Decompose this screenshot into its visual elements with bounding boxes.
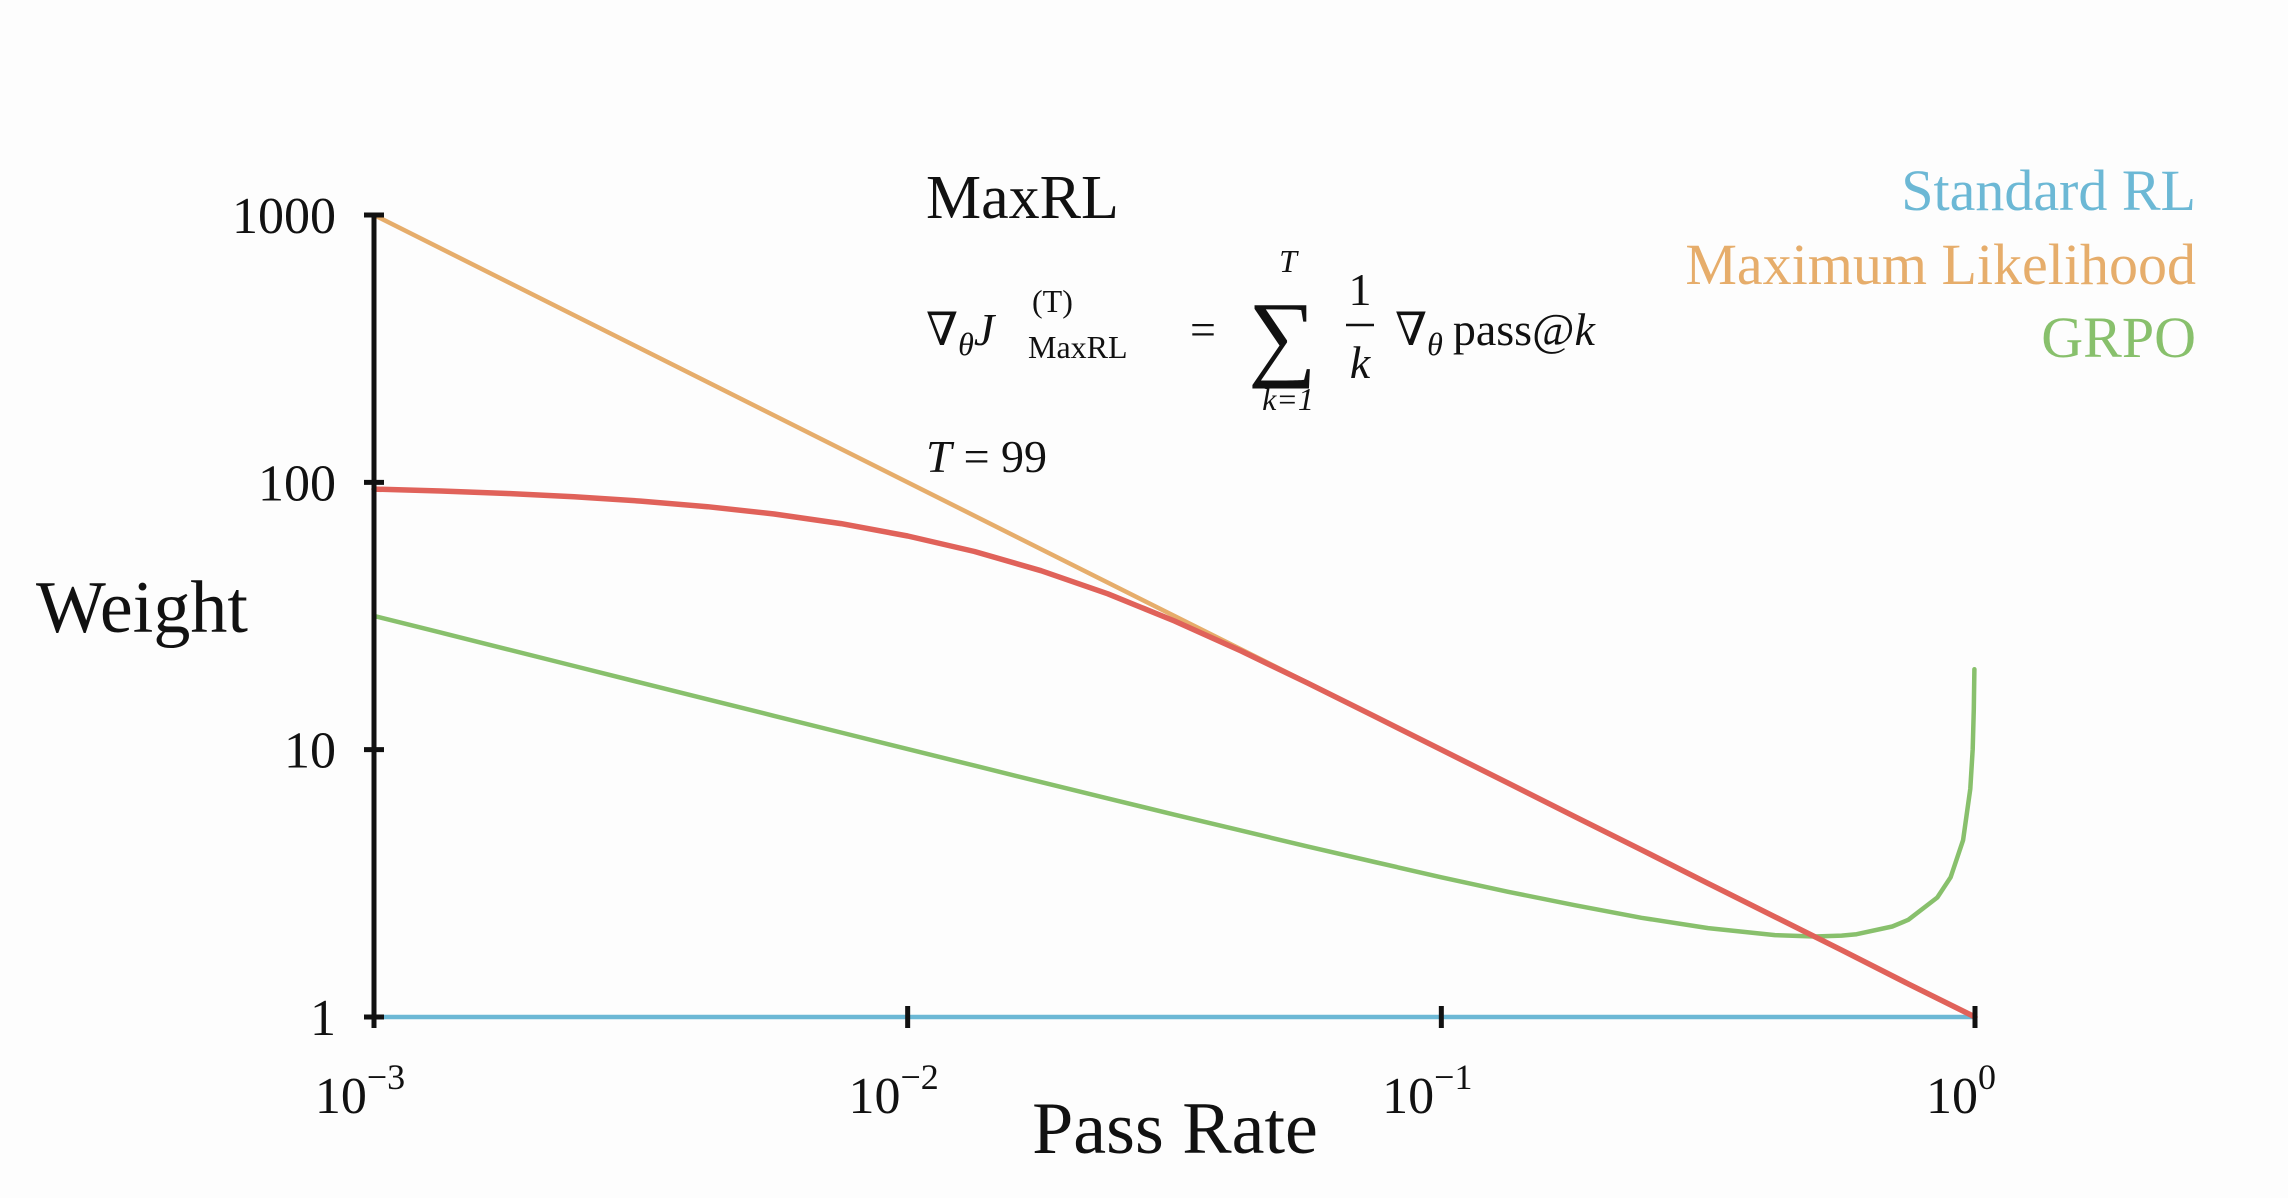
legend-entry-standard-rl: Standard RL xyxy=(1901,158,2196,223)
y-tick-label: 1 xyxy=(310,990,336,1047)
legend-entry-maximum-likelihood: Maximum Likelihood xyxy=(1685,232,2196,297)
formula-nabla: ∇ xyxy=(926,304,958,355)
formula-sum-bottom: k=1 xyxy=(1262,381,1314,417)
x-tick-label: 100 xyxy=(1926,1057,1996,1125)
legend-entry-grpo: GRPO xyxy=(2041,305,2196,370)
x-tick-label: 10−3 xyxy=(315,1057,405,1125)
formula-sum: ∑ xyxy=(1248,282,1316,389)
formula-eq: = xyxy=(1190,304,1216,355)
x-axis-title: Pass Rate xyxy=(1032,1088,1318,1170)
ticks: 10−3 10−2 10−1 100 1000 100 10 1 xyxy=(232,188,1996,1125)
y-tick-label: 1000 xyxy=(232,188,336,245)
y-axis-title: Weight xyxy=(36,567,248,649)
chart-title: MaxRL xyxy=(926,164,1119,232)
t-annotation: T = 99 xyxy=(926,431,1047,482)
y-tick-label: 10 xyxy=(284,723,336,780)
formula-frac-num: 1 xyxy=(1349,264,1372,315)
formula-frac-den: k xyxy=(1350,337,1372,388)
x-tick-label: 10−1 xyxy=(1382,1057,1472,1125)
series-layer xyxy=(371,212,1978,1020)
formula-sum-top: T xyxy=(1279,243,1299,279)
formula-sup: (T) xyxy=(1032,283,1073,319)
y-tick-label: 100 xyxy=(258,455,336,512)
svg-text:∇θJ: ∇θJ xyxy=(926,304,997,362)
x-tick-label: 10−2 xyxy=(849,1057,939,1125)
maxrl-formula: ∇θJ (T) MaxRL = ∑ T k=1 1 k ∇θ pass@k xyxy=(926,243,1596,417)
legend: Standard RL Maximum Likelihood GRPO xyxy=(1685,158,2196,370)
series-line-maxrl xyxy=(371,486,1978,1020)
formula-sub: MaxRL xyxy=(1028,329,1128,365)
series-line-grpo xyxy=(371,613,1977,939)
